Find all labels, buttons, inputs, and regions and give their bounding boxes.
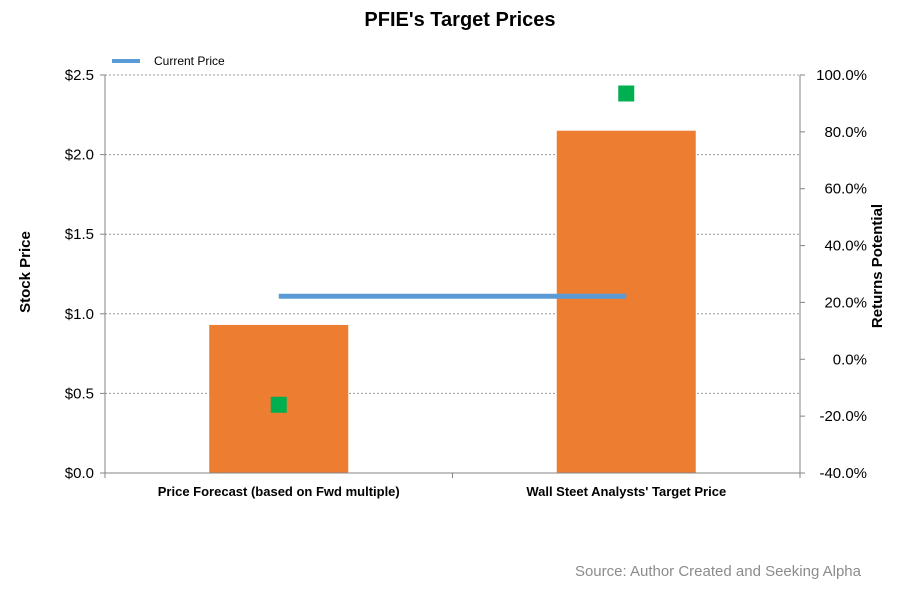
chart-title: PFIE's Target Prices	[364, 9, 555, 31]
y-tick-label: $0.0	[65, 465, 94, 482]
y-tick-label: $2.5	[65, 67, 94, 84]
y2-axis-ticks: -40.0% -20.0% 0.0% 20.0% 40.0% 60.0% 80.0% 100.…	[800, 67, 867, 482]
category-labels: Price Forecast (based on Fwd multiple) Wa…	[158, 484, 726, 499]
y2-tick-label: 20.0%	[824, 294, 867, 311]
y-tick-label: $1.5	[65, 226, 94, 243]
returns-marker	[270, 396, 287, 413]
axes	[104, 75, 801, 478]
y-tick-label: $1.0	[65, 306, 94, 323]
y-axis-ticks: $0.0 $0.5 $1.0 $1.5 $2.0 $2.5	[65, 67, 105, 482]
legend-current-price-label: Current Price	[154, 54, 225, 68]
y-axis-label: Stock Price	[17, 231, 34, 313]
y2-tick-label: 100.0%	[816, 67, 867, 84]
y2-tick-label: -20.0%	[819, 408, 867, 425]
y2-tick-label: 0.0%	[833, 351, 867, 368]
markers	[270, 85, 635, 413]
y2-axis-label: Returns Potential	[869, 204, 886, 328]
returns-marker	[618, 85, 635, 102]
y-tick-label: $2.0	[65, 147, 94, 164]
y2-tick-label: 40.0%	[824, 238, 867, 255]
x-category-label: Wall Steet Analysts' Target Price	[526, 484, 726, 499]
bars	[209, 130, 696, 473]
y-tick-label: $0.5	[65, 385, 94, 402]
y2-tick-label: 60.0%	[824, 181, 867, 198]
bar	[556, 130, 696, 473]
legend: Current Price	[112, 54, 225, 68]
y2-tick-label: 80.0%	[824, 124, 867, 141]
source-note: Source: Author Created and Seeking Alpha	[575, 563, 862, 580]
x-category-label: Price Forecast (based on Fwd multiple)	[158, 484, 400, 499]
y2-tick-label: -40.0%	[819, 465, 867, 482]
